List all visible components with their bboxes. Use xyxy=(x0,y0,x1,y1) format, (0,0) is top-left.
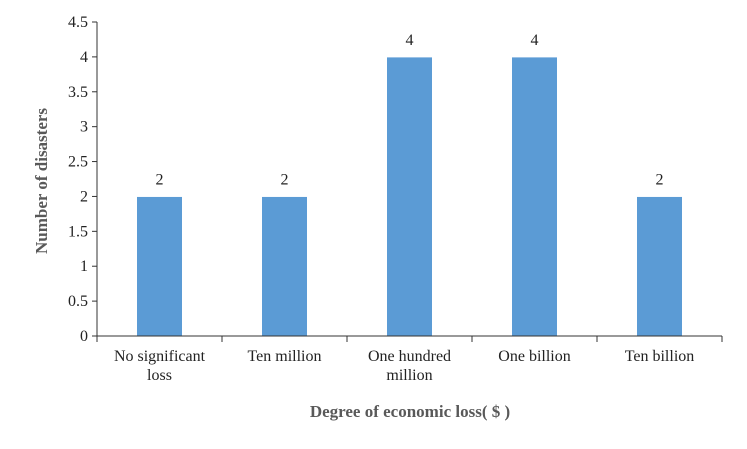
bar-data-label: 2 xyxy=(281,171,289,188)
bar xyxy=(636,195,683,337)
x-category-label: Ten million xyxy=(248,348,322,365)
x-category-label: One billion xyxy=(498,348,570,365)
y-tick-label: 2 xyxy=(80,188,88,205)
x-category-label: One hundred million xyxy=(368,348,451,384)
bar xyxy=(261,195,308,337)
y-tick-label: 0.5 xyxy=(68,293,88,310)
x-category-label-line: Ten billion xyxy=(625,348,695,365)
x-category-label-line: One billion xyxy=(498,348,570,365)
bars-group xyxy=(136,56,683,337)
x-axis-title: Degree of economic loss( $ ) xyxy=(310,402,510,421)
x-category-label-line: million xyxy=(386,367,432,384)
y-tick-label: 1.5 xyxy=(68,223,88,240)
y-tick-label: 1 xyxy=(80,258,88,275)
bar xyxy=(511,56,558,337)
x-category-label-line: loss xyxy=(147,367,172,384)
y-tick-label: 3 xyxy=(80,119,88,136)
x-category-label: No significant loss xyxy=(114,348,206,384)
bar-data-label: 2 xyxy=(656,171,664,188)
y-tick-label: 3.5 xyxy=(68,84,88,101)
y-tick-label: 4 xyxy=(80,49,88,66)
y-tick-label: 0 xyxy=(80,328,88,345)
bar xyxy=(386,56,433,337)
x-category-label-line: One hundred xyxy=(368,348,451,365)
x-category-label-line: No significant xyxy=(114,348,206,365)
data-labels-group: 2 2 4 4 2 xyxy=(156,32,664,189)
bar-data-label: 4 xyxy=(531,32,539,49)
x-category-label: Ten billion xyxy=(625,348,695,365)
bar-data-label: 4 xyxy=(406,32,414,49)
bar xyxy=(136,195,183,337)
x-category-label-line: Ten million xyxy=(248,348,322,365)
y-tick-label: 4.5 xyxy=(68,14,88,31)
y-axis-title: Number of disasters xyxy=(32,108,51,254)
x-axis-ticks: No significant loss Ten million One hundred… xyxy=(96,336,723,384)
y-axis-ticks: 0 0.5 1 1.5 2 2.5 3 3.5 4 4.5 xyxy=(68,14,97,345)
y-tick-label: 2.5 xyxy=(68,154,88,171)
bar-data-label: 2 xyxy=(156,171,164,188)
